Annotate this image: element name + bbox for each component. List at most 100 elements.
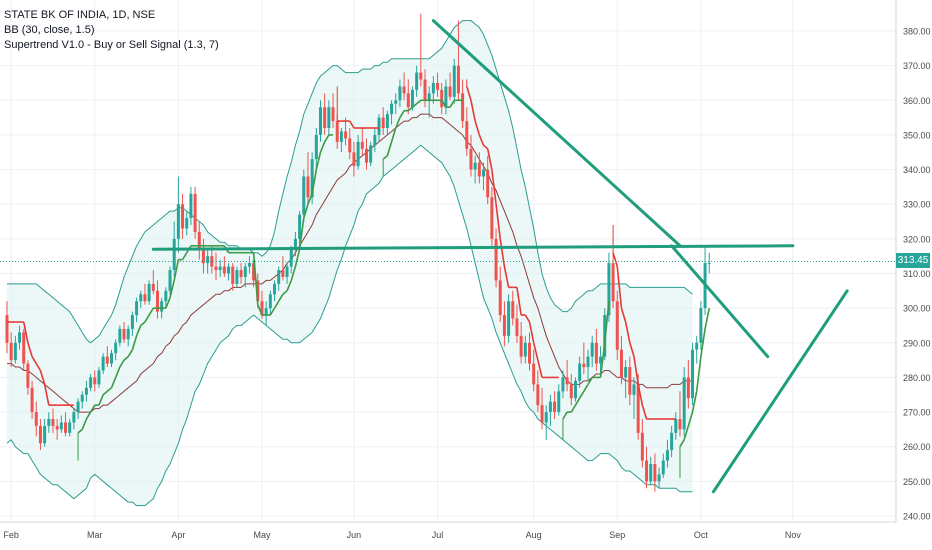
candle-body bbox=[160, 301, 164, 312]
supertrend-segment bbox=[491, 169, 497, 205]
supertrend-segment bbox=[499, 238, 506, 267]
candle-body bbox=[653, 464, 657, 482]
candle-body bbox=[298, 214, 302, 239]
symbol-title[interactable]: STATE BK OF INDIA, 1D, NSE bbox=[4, 9, 156, 21]
candle-body bbox=[47, 419, 51, 426]
price-tick-label: 290.00 bbox=[903, 338, 931, 348]
candle-body bbox=[122, 328, 126, 340]
supertrend-segment bbox=[278, 293, 284, 302]
supertrend-segment bbox=[516, 287, 522, 316]
candle-body bbox=[51, 419, 55, 426]
candle-body bbox=[373, 134, 377, 146]
candle-body bbox=[126, 328, 130, 340]
price-tick-label: 240.00 bbox=[903, 512, 931, 522]
candle-body bbox=[193, 193, 197, 232]
supertrend-segment bbox=[612, 252, 619, 267]
price-axis-bg bbox=[896, 0, 932, 550]
candle-body bbox=[89, 377, 93, 388]
trend-lines[interactable] bbox=[0, 19, 896, 494]
supertrend-segment bbox=[495, 204, 502, 239]
trend-line bbox=[711, 289, 849, 494]
time-tick-label: Feb bbox=[3, 530, 19, 540]
supertrend-segment bbox=[315, 152, 322, 170]
candle-body bbox=[640, 432, 644, 461]
supertrend-segment bbox=[286, 280, 292, 292]
candle-body bbox=[381, 117, 385, 128]
candle-body bbox=[544, 412, 548, 423]
supertrend-indicator-label[interactable]: Supertrend V1.0 - Buy or Sell Signal (1.… bbox=[4, 39, 219, 51]
candle-body bbox=[573, 380, 577, 399]
candle-body bbox=[452, 65, 456, 97]
candle-body bbox=[356, 141, 360, 167]
time-axis[interactable]: Feb Mar Apr May Jun Jul Aug Sep Oct Nov bbox=[0, 521, 896, 550]
candle-body bbox=[331, 107, 335, 122]
supertrend-segment bbox=[119, 359, 125, 368]
candle-body bbox=[377, 117, 381, 135]
price-tick-label: 270.00 bbox=[903, 408, 931, 418]
candle-body bbox=[465, 121, 469, 149]
supertrend-segment bbox=[257, 304, 263, 316]
candle-body bbox=[310, 159, 314, 198]
supertrend-segment bbox=[110, 377, 117, 389]
supertrend-segment bbox=[704, 307, 711, 330]
supertrend-segment bbox=[135, 325, 142, 337]
bb-fill bbox=[7, 20, 693, 506]
candle-body bbox=[348, 138, 352, 153]
supertrend-segment bbox=[562, 411, 568, 420]
supertrend-segment bbox=[683, 425, 690, 441]
supertrend-segment bbox=[148, 307, 154, 316]
candle-body bbox=[661, 460, 665, 475]
supertrend-segment bbox=[102, 390, 108, 396]
time-tick-label: Sep bbox=[609, 530, 625, 540]
supertrend-segment bbox=[524, 314, 531, 323]
supertrend-segment bbox=[578, 390, 585, 399]
candle-body bbox=[247, 263, 251, 267]
candle-body bbox=[569, 384, 573, 399]
supertrend-segment bbox=[382, 155, 388, 160]
candle-body bbox=[147, 283, 151, 302]
candle-body bbox=[469, 148, 473, 170]
time-tick-label: Aug bbox=[526, 530, 542, 540]
candle-body bbox=[448, 86, 452, 97]
supertrend-segment bbox=[269, 307, 276, 316]
candle-body bbox=[18, 332, 22, 343]
price-tick-label: 250.00 bbox=[903, 477, 931, 487]
candle-body bbox=[289, 249, 293, 267]
price-tick-label: 310.00 bbox=[903, 269, 931, 279]
price-tick-label: 380.00 bbox=[903, 27, 931, 37]
supertrend-segment bbox=[587, 377, 593, 385]
supertrend-segment bbox=[407, 106, 413, 112]
candle-body bbox=[682, 377, 686, 430]
candle-body bbox=[599, 356, 603, 364]
supertrend-segment bbox=[173, 259, 180, 281]
price-tick-label: 330.00 bbox=[903, 200, 931, 210]
candle-body bbox=[164, 290, 168, 302]
candle-body bbox=[410, 89, 414, 108]
candle-body bbox=[456, 65, 460, 94]
supertrend-segment bbox=[282, 290, 288, 295]
supertrend-segment bbox=[85, 411, 92, 420]
candle-body bbox=[553, 401, 557, 413]
bb-indicator-label[interactable]: BB (30, close, 1.5) bbox=[4, 24, 95, 36]
supertrend-segment bbox=[700, 328, 706, 357]
supertrend-segment bbox=[114, 366, 121, 378]
supertrend-segment bbox=[616, 266, 623, 309]
candle-body bbox=[636, 384, 640, 433]
candle-body bbox=[260, 301, 264, 316]
supertrend-segment bbox=[98, 394, 104, 406]
price-axis[interactable]: 240.00 250.00 260.00 270.00 280.00 290.00 300.… bbox=[895, 0, 932, 550]
candle-body bbox=[227, 266, 231, 274]
supertrend-segment bbox=[323, 134, 330, 143]
supertrend-segment bbox=[81, 418, 88, 430]
candle-body bbox=[9, 342, 13, 361]
candle-body bbox=[155, 290, 159, 312]
candle-body bbox=[306, 176, 310, 198]
supertrend-segment bbox=[349, 120, 355, 129]
candlesticks bbox=[5, 13, 711, 492]
candle-body bbox=[218, 266, 222, 271]
price-tick-label: 300.00 bbox=[903, 304, 931, 314]
candle-body bbox=[110, 353, 113, 364]
supertrend-segment bbox=[532, 342, 539, 361]
supertrend-segment bbox=[679, 439, 685, 448]
